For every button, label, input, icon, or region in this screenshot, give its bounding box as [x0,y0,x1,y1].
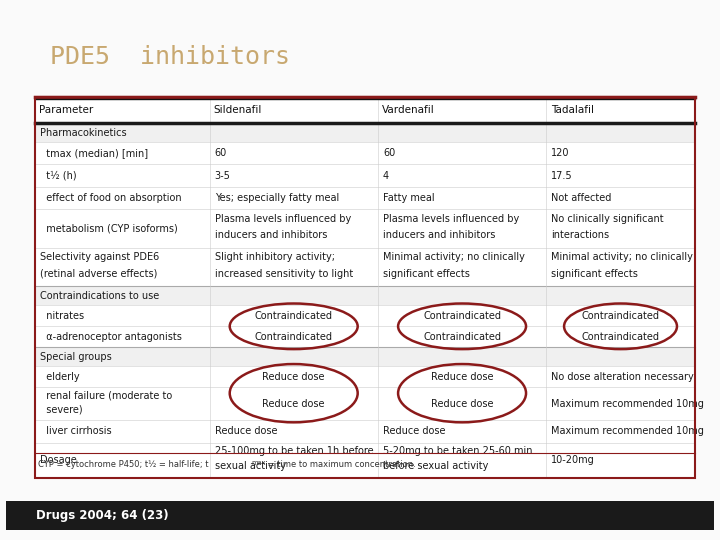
Text: Minimal activity; no clinically: Minimal activity; no clinically [552,252,693,262]
Text: 60: 60 [215,148,227,158]
Text: No dose alteration necessary: No dose alteration necessary [552,372,694,382]
Text: elderly: elderly [40,372,79,382]
Bar [35,97,695,123]
Text: 4: 4 [383,171,389,181]
Text: 60: 60 [383,148,395,158]
Text: Not affected: Not affected [552,193,612,203]
Text: Contraindicated: Contraindicated [582,310,660,321]
Text: Vardenafil: Vardenafil [382,105,435,115]
Text: Reduce dose: Reduce dose [431,372,493,382]
Text: Pharmacokinetics: Pharmacokinetics [40,127,126,138]
Text: Minimal activity; no clinically: Minimal activity; no clinically [383,252,525,262]
Text: Yes; especially fatty meal: Yes; especially fatty meal [215,193,339,203]
Text: α-adrenoceptor antagonists: α-adrenoceptor antagonists [40,332,181,342]
Text: 5-20mg to be taken 25-60 min: 5-20mg to be taken 25-60 min [383,446,532,456]
Text: renal failure (moderate to: renal failure (moderate to [40,390,172,400]
Text: Dosage: Dosage [40,455,76,465]
Text: before sexual activity: before sexual activity [383,461,488,471]
Text: Reduce dose: Reduce dose [383,427,446,436]
Bar [35,97,695,478]
Text: Contraindicated: Contraindicated [582,332,660,342]
Text: Plasma levels influenced by: Plasma levels influenced by [215,214,351,224]
Text: Fatty meal: Fatty meal [383,193,435,203]
Text: significant effects: significant effects [383,269,469,279]
Text: interactions: interactions [552,231,609,240]
Bar [35,123,695,142]
Text: Plasma levels influenced by: Plasma levels influenced by [383,214,519,224]
Text: Contraindicated: Contraindicated [255,310,333,321]
Text: effect of food on absorption: effect of food on absorption [40,193,181,203]
Text: No clinically significant: No clinically significant [552,214,664,224]
Text: inducers and inhibitors: inducers and inhibitors [215,231,327,240]
Text: Sildenafil: Sildenafil [214,105,262,115]
Text: tmax (median) [min]: tmax (median) [min] [40,148,148,158]
Text: 25-100mg to be taken 1h before: 25-100mg to be taken 1h before [215,446,373,456]
Text: Contraindicated: Contraindicated [423,310,501,321]
Text: Reduce dose: Reduce dose [431,399,493,409]
Text: Tadalafil: Tadalafil [551,105,593,115]
Bar [35,286,695,305]
Text: Special groups: Special groups [40,352,112,362]
Text: Selectivity against PDE6: Selectivity against PDE6 [40,252,159,262]
Text: PDE5  inhibitors: PDE5 inhibitors [50,45,290,69]
Text: Parameter: Parameter [39,105,93,115]
Text: Reduce dose: Reduce dose [215,427,277,436]
Text: (retinal adverse effects): (retinal adverse effects) [40,269,157,279]
Text: Maximum recommended 10mg: Maximum recommended 10mg [552,399,704,409]
Text: max: max [251,460,266,466]
Text: Maximum recommended 10mg: Maximum recommended 10mg [552,427,704,436]
Text: significant effects: significant effects [552,269,638,279]
Text: inducers and inhibitors: inducers and inhibitors [383,231,495,240]
Text: Slight inhibitory activity;: Slight inhibitory activity; [215,252,335,262]
Text: increased sensitivity to light: increased sensitivity to light [215,269,353,279]
Text: nitrates: nitrates [40,310,84,321]
Bar [35,97,695,478]
Text: metabolism (CYP isoforms): metabolism (CYP isoforms) [40,224,177,234]
Text: = time to maximum concentration.: = time to maximum concentration. [265,460,415,469]
Text: severe): severe) [40,404,82,415]
Text: Reduce dose: Reduce dose [263,372,325,382]
Text: Contraindicated: Contraindicated [423,332,501,342]
Text: Contraindicated: Contraindicated [255,332,333,342]
Text: t½ (h): t½ (h) [40,171,76,181]
Bar [35,347,695,366]
Bar [6,501,714,530]
Text: 120: 120 [552,148,570,158]
Text: liver cirrhosis: liver cirrhosis [40,427,111,436]
Text: CYP = cytochrome P450; t½ = half-life; t: CYP = cytochrome P450; t½ = half-life; t [38,460,209,469]
Text: Contraindications to use: Contraindications to use [40,291,159,301]
Text: 3-5: 3-5 [215,171,230,181]
Text: 10-20mg: 10-20mg [552,455,595,465]
Text: 17.5: 17.5 [552,171,573,181]
Text: Drugs 2004; 64 (23): Drugs 2004; 64 (23) [36,509,168,522]
Text: Reduce dose: Reduce dose [263,399,325,409]
Text: sexual activity: sexual activity [215,461,286,471]
